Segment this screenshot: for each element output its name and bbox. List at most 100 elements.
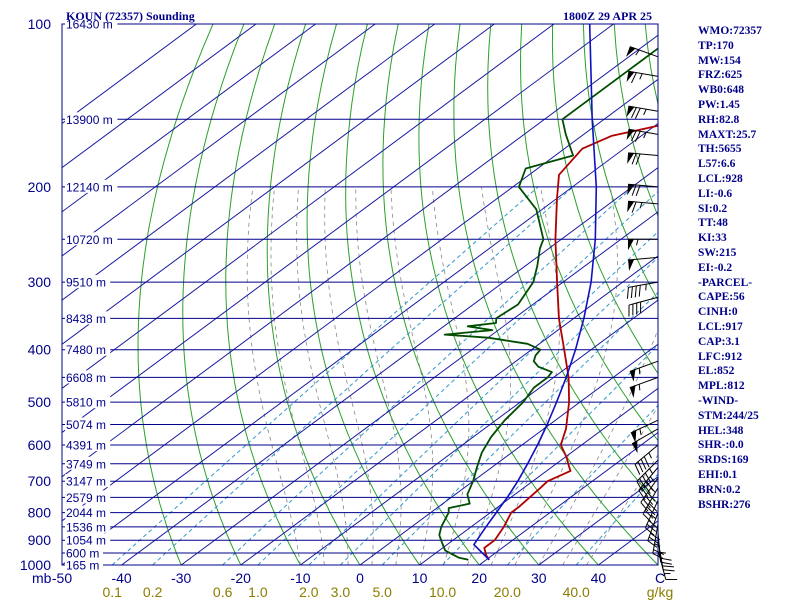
index-item: TH:5655: [698, 143, 742, 156]
parcel-line: [473, 24, 598, 561]
wind-barb: [629, 360, 659, 382]
temperature-tick-label: -20: [231, 570, 251, 586]
wind-barb: [628, 238, 658, 251]
index-item: PW:1.45: [698, 98, 740, 111]
wind-barb: [631, 428, 659, 454]
index-item: MPL:812: [698, 380, 745, 393]
isotherm: [62, 24, 376, 257]
isotherm: [419, 387, 658, 565]
isotherm: [62, 122, 658, 565]
isotherm: [62, 24, 495, 345]
moist-adiabat: [270, 186, 325, 565]
wind-barb: [634, 444, 659, 475]
height-label-bg: [65, 474, 111, 488]
pressure-label: 300: [28, 274, 52, 290]
index-item: BRN:0.2: [698, 483, 741, 496]
wind-barb: [657, 550, 678, 580]
index-item: EI:-0.2: [698, 261, 733, 274]
moist-adiabat: [586, 454, 658, 565]
wind-barb: [642, 487, 659, 523]
height-label: 3147 m: [66, 475, 106, 489]
height-label: 12140 m: [66, 180, 113, 194]
isotherm: [62, 24, 436, 301]
height-label-bg: [65, 311, 111, 325]
height-label-bg: [65, 533, 111, 547]
wind-barbs: [626, 46, 678, 580]
height-label: 8438 m: [66, 312, 106, 326]
temperature-tick-label: -50: [52, 570, 72, 586]
mixing-ratio-line: [308, 231, 658, 565]
height-label: 13900 m: [66, 113, 113, 127]
height-label-bg: [65, 545, 103, 559]
moist-adiabat: [324, 186, 374, 565]
index-item: CAPE:56: [698, 291, 745, 304]
height-label-bg: [65, 519, 111, 533]
wind-barb: [628, 296, 659, 317]
moist-adiabat: [296, 186, 349, 565]
index-item: HEL:348: [698, 424, 744, 437]
index-item: EL:852: [698, 365, 735, 378]
mixing-ratio-line: [257, 190, 658, 565]
dry-adiabat: [225, 24, 301, 565]
index-item: CINH:0: [698, 306, 738, 319]
pressure-label: 200: [28, 179, 52, 195]
index-item: STM:244/25: [698, 409, 759, 422]
height-label: 600 m: [66, 546, 99, 560]
index-item: TT:48: [698, 217, 728, 230]
mixing-ratio-label: 1.0: [248, 584, 268, 600]
height-label: 1054 m: [66, 534, 106, 548]
isotherm: [359, 343, 658, 565]
wind-barb: [627, 152, 659, 165]
isotherm: [62, 24, 316, 213]
wind-barb: [626, 46, 659, 58]
wind-barb: [628, 256, 659, 271]
height-label-bg: [65, 437, 111, 451]
index-item: LFC:912: [698, 350, 743, 363]
temperature-line: [483, 124, 658, 561]
mixing-ratio-line: [111, 186, 539, 565]
height-label: 9510 m: [66, 276, 106, 290]
height-label-bg: [65, 505, 111, 519]
pressure-label: 700: [28, 473, 52, 489]
index-item: CAP:3.1: [698, 335, 740, 348]
plot-border: [61, 23, 659, 566]
indices-panel: WMO:72357 TP:170 MW:154 FRZ:625 WB0:648 PW:1.…: [698, 24, 798, 512]
height-label: 6608 m: [66, 371, 106, 385]
index-item: EHI:0.1: [698, 468, 738, 481]
height-label: 16430 m: [66, 18, 113, 32]
height-label: 4391 m: [66, 438, 106, 452]
height-label-bg: [65, 232, 118, 246]
height-label-bg: [65, 417, 111, 431]
wind-barb: [627, 200, 659, 213]
isotherm: [62, 24, 257, 169]
isotherm: [300, 299, 658, 565]
index-item: -WIND-: [698, 394, 739, 407]
wind-barb: [627, 183, 659, 197]
height-label-bg: [65, 395, 111, 409]
dewpoint-line: [438, 47, 658, 561]
temperature-tick-label: -10: [290, 570, 310, 586]
height-label-bg: [65, 558, 103, 571]
sounding-series: [438, 24, 658, 561]
sounding-datetime: 1800Z 29 APR 25: [563, 9, 653, 23]
x-axis-label: C: [655, 570, 665, 586]
corner-label: mb: [32, 570, 52, 586]
wind-barb: [644, 500, 659, 536]
height-label-bg: [65, 490, 111, 504]
wind-barb: [626, 128, 659, 142]
index-item: LI:-0.6: [698, 187, 733, 200]
pressure-label: 800: [28, 505, 52, 521]
index-item: MAXT:25.7: [698, 128, 757, 141]
height-label: 165 m: [66, 559, 99, 573]
index-item: SI:0.2: [698, 202, 728, 215]
wind-barb: [629, 376, 659, 398]
temperature-tick-label: -40: [111, 570, 131, 586]
mixing-ratio-label: 0.6: [213, 584, 233, 600]
moist-adiabat: [466, 186, 511, 565]
moist-adiabat: [246, 186, 301, 565]
wind-barb: [657, 540, 675, 572]
index-item: FRZ:625: [698, 69, 743, 82]
pressure-label: 400: [28, 342, 52, 358]
